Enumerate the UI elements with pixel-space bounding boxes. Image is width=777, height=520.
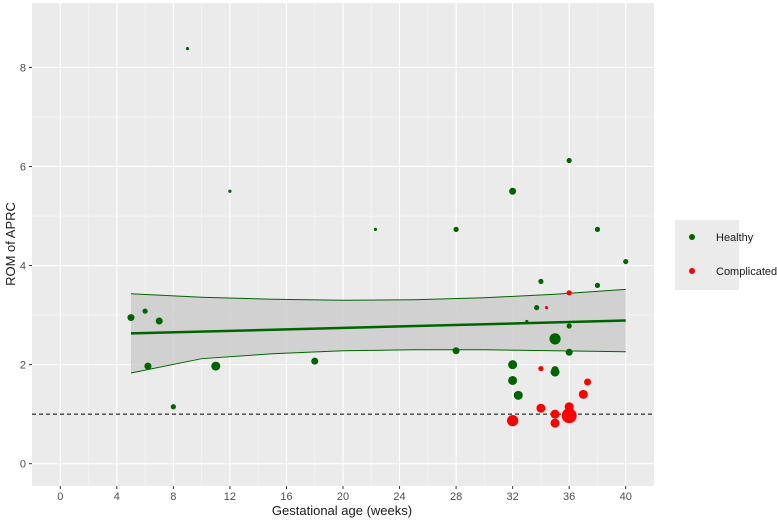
x-tick-label: 20 [337, 491, 349, 503]
x-axis-ticks: 0 4 8 12 16 20 24 28 32 36 40 [57, 486, 632, 503]
point-healthy [566, 323, 572, 329]
point-complicated [561, 408, 577, 424]
major-gridlines [32, 3, 654, 486]
point-healthy [211, 361, 221, 371]
point-healthy [534, 305, 540, 311]
point-complicated [584, 378, 592, 386]
point-healthy [373, 227, 378, 231]
confidence-band-layer [130, 288, 626, 374]
legend-key-healthy [689, 234, 695, 240]
ci-lower-line [130, 349, 626, 374]
point-healthy [508, 360, 518, 370]
y-tick-label: 0 [20, 459, 26, 471]
point-healthy [142, 308, 148, 314]
regression-line [130, 319, 626, 335]
point-complicated [550, 418, 560, 428]
legend-key-complicated [689, 268, 695, 274]
point-healthy [452, 347, 460, 355]
point-healthy [550, 367, 560, 377]
ci-upper-line [130, 288, 626, 301]
x-tick-label: 4 [114, 491, 120, 503]
point-healthy [623, 258, 629, 265]
x-tick-label: 40 [620, 491, 632, 503]
x-tick-label: 36 [563, 491, 575, 503]
x-tick-label: 24 [393, 491, 405, 503]
legend-label-healthy: Healthy [716, 232, 754, 244]
point-healthy [127, 314, 135, 322]
y-tick-label: 4 [20, 261, 26, 273]
point-healthy [453, 226, 459, 232]
point-healthy [155, 317, 163, 325]
x-axis-title: Gestational age (weeks) [272, 503, 412, 518]
y-axis-ticks: 0 2 4 6 8 [20, 62, 32, 471]
point-healthy [185, 46, 190, 51]
x-tick-label: 16 [280, 491, 292, 503]
legend-label-complicated: Complicated [716, 266, 777, 278]
point-healthy [508, 375, 518, 385]
y-axis-title: ROM of APRC [3, 202, 18, 286]
point-complicated [566, 290, 572, 296]
x-tick-label: 0 [57, 491, 63, 503]
point-healthy [594, 282, 601, 288]
point-healthy [513, 390, 523, 400]
point-healthy [566, 157, 572, 164]
x-tick-label: 8 [170, 491, 176, 503]
point-healthy [525, 319, 529, 324]
point-healthy [565, 348, 573, 356]
confidence-band [130, 289, 626, 374]
point-healthy [594, 226, 601, 232]
y-tick-label: 2 [20, 360, 26, 372]
point-healthy [144, 362, 152, 370]
x-tick-label: 12 [224, 491, 236, 503]
point-healthy [538, 278, 544, 285]
point-complicated [536, 403, 546, 413]
point-complicated [578, 389, 588, 399]
point-healthy [228, 189, 232, 193]
point-healthy [509, 187, 517, 195]
point-complicated [544, 306, 549, 310]
y-tick-label: 8 [20, 62, 26, 74]
point-healthy [311, 357, 319, 365]
legend: Healthy Complicated [675, 220, 777, 290]
point-complicated [550, 409, 560, 419]
x-tick-label: 32 [507, 491, 519, 503]
data-points-layer [127, 46, 629, 428]
point-complicated [507, 415, 519, 427]
x-tick-label: 28 [450, 491, 462, 503]
y-tick-label: 6 [20, 161, 26, 173]
point-healthy [170, 404, 176, 410]
point-healthy [549, 333, 561, 345]
point-complicated [538, 365, 544, 372]
legend-key-background [675, 220, 739, 290]
